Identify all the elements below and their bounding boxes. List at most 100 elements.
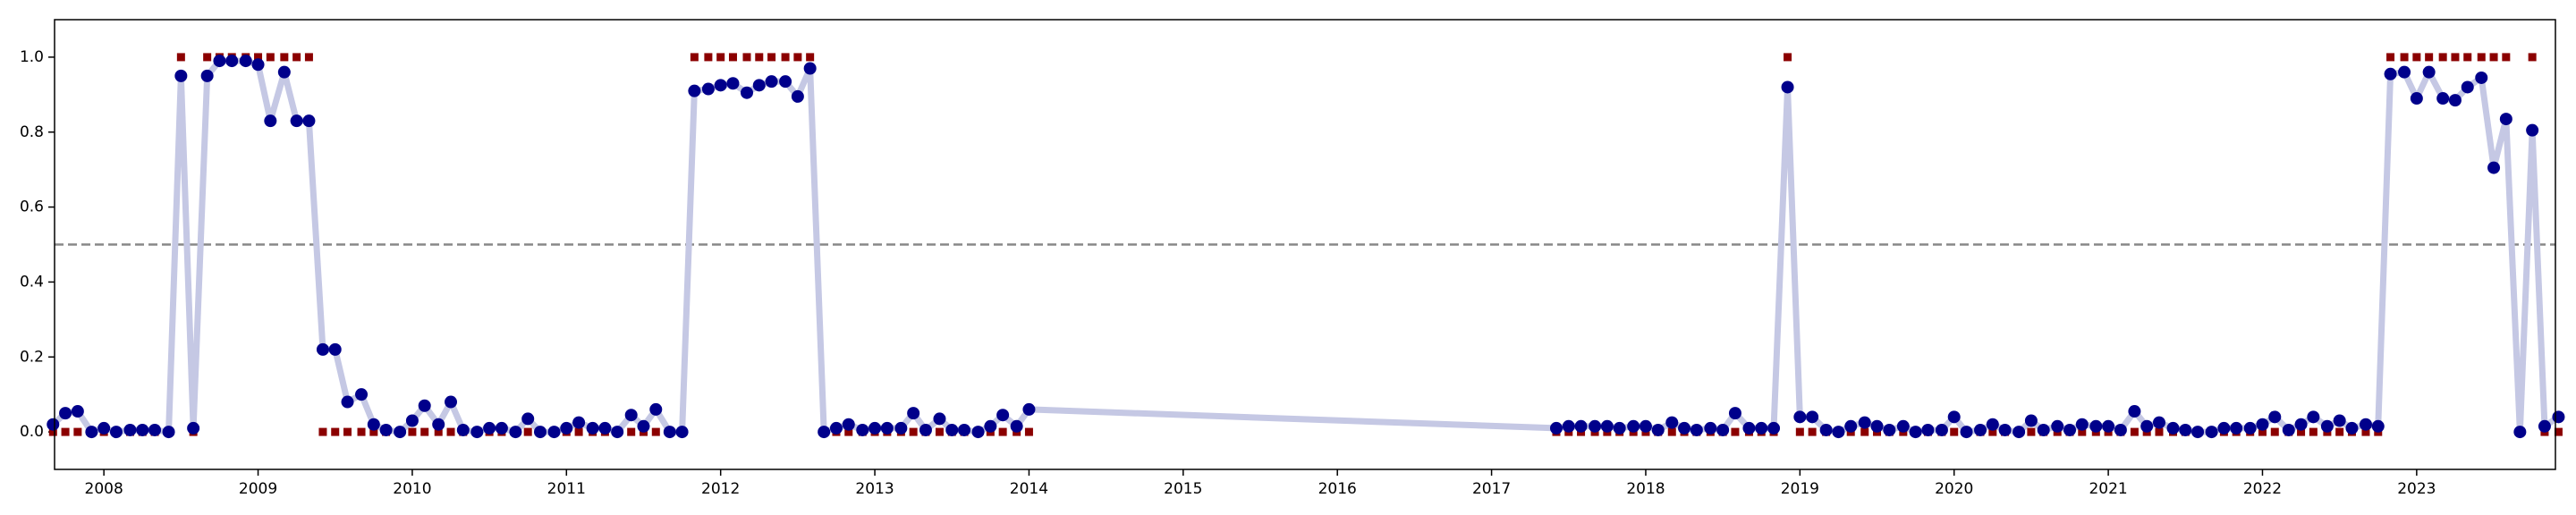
point-marker — [2230, 421, 2243, 435]
point-marker — [688, 84, 701, 97]
point-marker — [1844, 419, 1858, 433]
point-marker — [2256, 418, 2269, 431]
point-marker — [355, 388, 369, 401]
point-marker — [2063, 423, 2077, 436]
point-marker — [2166, 421, 2180, 435]
label-marker — [1024, 427, 1033, 436]
point-marker — [483, 421, 496, 435]
point-marker — [2140, 419, 2154, 433]
point-marker — [1858, 416, 1871, 429]
label-marker — [280, 53, 289, 62]
point-marker — [47, 418, 60, 431]
point-marker — [842, 418, 855, 431]
point-marker — [1716, 423, 1730, 436]
point-marker — [984, 419, 997, 433]
point-marker — [1704, 421, 1717, 435]
point-marker — [2422, 65, 2436, 79]
point-marker — [649, 402, 663, 416]
label-marker — [793, 53, 802, 62]
point-marker — [162, 426, 175, 439]
point-marker — [85, 426, 98, 439]
point-marker — [1651, 423, 1665, 436]
label-marker — [420, 427, 429, 436]
label-marker — [1988, 427, 1997, 436]
point-marker — [264, 114, 277, 128]
point-marker — [2051, 419, 2064, 433]
point-marker — [148, 423, 162, 436]
point-marker — [1010, 419, 1023, 433]
label-marker — [1950, 427, 1959, 436]
point-marker — [2102, 419, 2115, 433]
point-marker — [586, 421, 599, 435]
point-marker — [1728, 407, 1741, 420]
label-marker — [318, 427, 327, 436]
label-marker — [304, 53, 313, 62]
label-marker — [408, 427, 417, 436]
point-marker — [2075, 418, 2089, 431]
label-marker — [2400, 53, 2409, 62]
label-marker — [1667, 427, 1676, 436]
point-marker — [2526, 123, 2539, 137]
label-marker — [2361, 427, 2370, 436]
label-marker — [767, 53, 776, 62]
label-marker — [2489, 53, 2498, 62]
label-marker — [844, 427, 853, 436]
point-marker — [1974, 423, 1987, 436]
point-marker — [1960, 426, 1973, 439]
point-marker — [136, 423, 149, 436]
label-marker — [574, 427, 583, 436]
y-tick-label: 0.4 — [20, 273, 44, 291]
plot-frame — [54, 19, 2556, 470]
label-marker — [2027, 427, 2036, 436]
point-marker — [2410, 92, 2423, 106]
point-marker — [71, 405, 84, 418]
label-marker — [254, 53, 263, 62]
x-tick-label: 2009 — [239, 480, 277, 498]
label-marker — [2502, 53, 2511, 62]
point-marker — [2191, 426, 2205, 439]
y-tick-label: 1.0 — [20, 48, 44, 66]
y-tick-label: 0.8 — [20, 123, 44, 141]
point-marker — [456, 423, 470, 436]
point-marker — [791, 89, 804, 103]
label-marker — [2270, 427, 2279, 436]
point-marker — [2114, 423, 2127, 436]
point-marker — [829, 421, 843, 435]
point-marker — [533, 426, 547, 439]
point-marker — [2448, 94, 2462, 107]
point-marker — [598, 421, 612, 435]
point-marker — [1562, 419, 1575, 433]
point-marker — [2398, 65, 2411, 79]
point-marker — [624, 409, 638, 422]
label-marker — [2425, 53, 2434, 62]
point-marker — [1767, 421, 1781, 435]
label-marker — [1731, 427, 1740, 436]
point-marker — [1627, 419, 1640, 433]
point-marker — [405, 414, 419, 427]
point-marker — [560, 421, 573, 435]
label-marker — [651, 427, 660, 436]
point-marker — [637, 419, 650, 433]
y-tick-label: 0.6 — [20, 198, 44, 216]
point-marker — [2012, 426, 2026, 439]
point-marker — [2345, 421, 2359, 435]
label-marker — [523, 427, 532, 436]
x-tick-label: 2008 — [85, 480, 123, 498]
point-marker — [2552, 410, 2565, 424]
label-marker — [2412, 53, 2421, 62]
point-marker — [470, 426, 484, 439]
point-marker — [2499, 113, 2512, 126]
point-marker — [2371, 419, 2385, 433]
point-marker — [2089, 419, 2103, 433]
label-marker — [1795, 427, 1804, 436]
label-marker — [434, 427, 443, 436]
point-marker — [213, 55, 226, 68]
point-marker — [1549, 421, 1563, 435]
point-marker — [187, 421, 200, 435]
point-marker — [1613, 421, 1626, 435]
point-marker — [1600, 419, 1614, 433]
point-marker — [2128, 405, 2141, 418]
x-tick-label: 2014 — [1010, 480, 1048, 498]
point-marker — [726, 77, 740, 90]
